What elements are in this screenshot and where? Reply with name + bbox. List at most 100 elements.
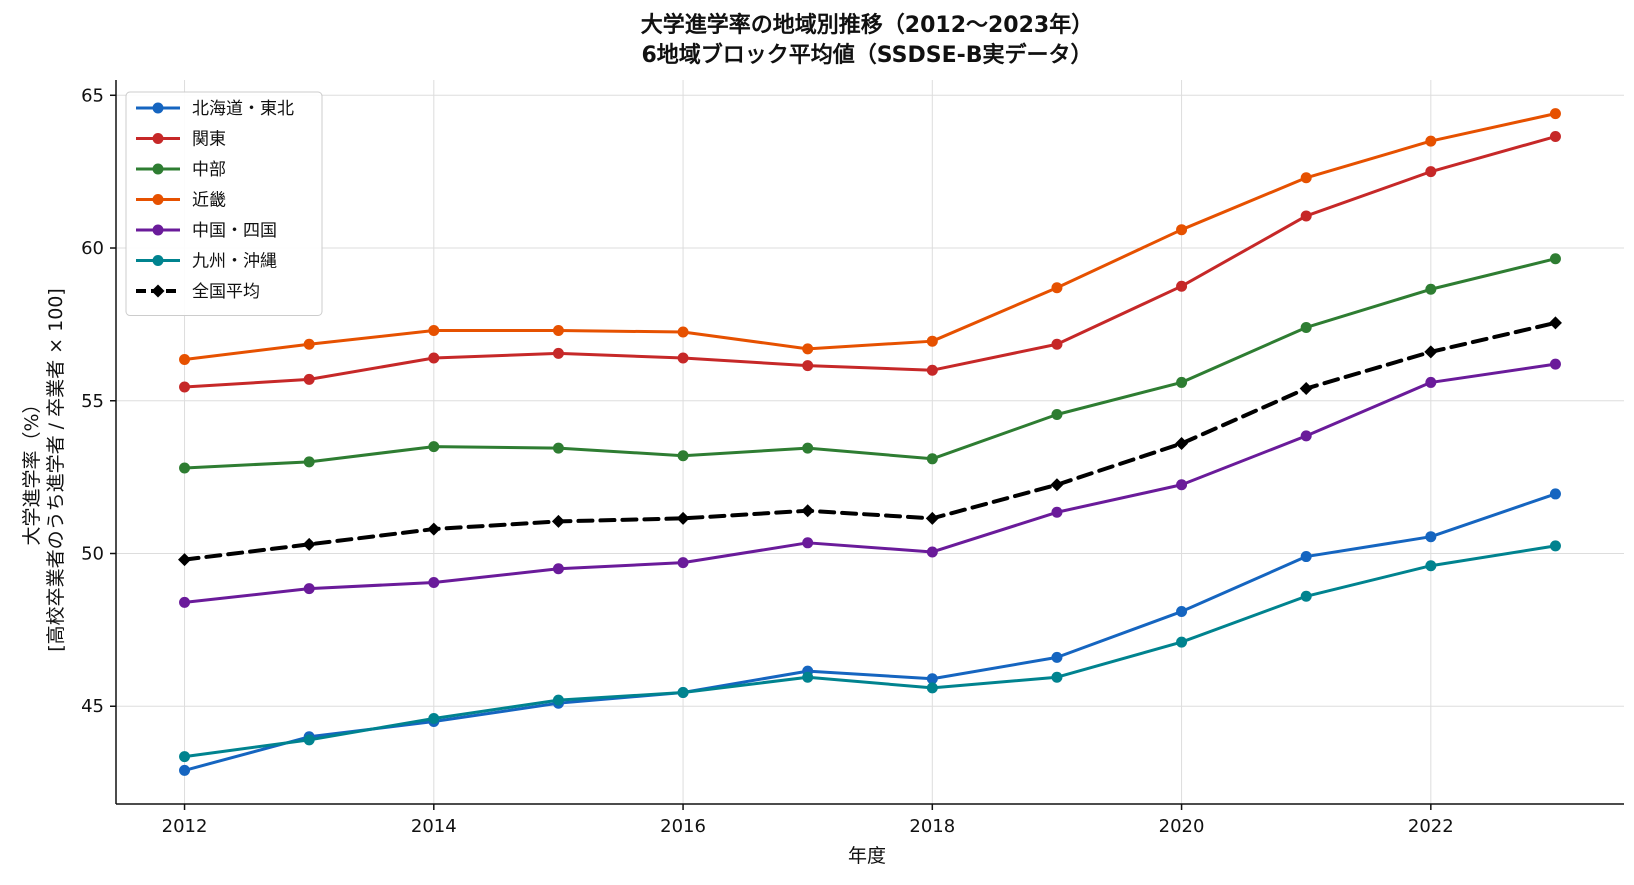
series-line bbox=[183, 544, 1557, 759]
legend-label: 全国平均 bbox=[192, 282, 260, 302]
legend-entry: 中国・四国 bbox=[136, 221, 277, 241]
data-point bbox=[802, 360, 814, 372]
data-point bbox=[1549, 108, 1561, 120]
data-point bbox=[1424, 345, 1438, 359]
x-tick-label: 2020 bbox=[1159, 816, 1205, 837]
data-point bbox=[1549, 131, 1561, 143]
y-tick-label: 45 bbox=[81, 696, 104, 717]
data-point bbox=[1051, 671, 1063, 683]
data-point bbox=[926, 335, 938, 347]
legend-swatch-marker bbox=[152, 224, 164, 236]
legend-label: 中部 bbox=[192, 160, 226, 180]
data-point bbox=[802, 343, 814, 355]
data-point bbox=[1300, 321, 1312, 333]
data-point bbox=[1549, 540, 1561, 552]
data-point bbox=[302, 537, 316, 551]
ticks: 2012 2014 2016 2018 2020 2022 45 50 55 60 65 bbox=[81, 85, 1454, 837]
data-point bbox=[1176, 479, 1188, 491]
data-point bbox=[303, 583, 315, 595]
data-point bbox=[1176, 280, 1188, 292]
data-point bbox=[179, 462, 191, 474]
legend-swatch-marker bbox=[151, 284, 165, 298]
series-line bbox=[183, 135, 1557, 389]
data-point bbox=[1051, 506, 1063, 518]
data-point bbox=[1050, 478, 1064, 492]
data-point bbox=[1300, 590, 1312, 602]
data-point bbox=[677, 326, 689, 338]
data-point bbox=[303, 456, 315, 468]
data-point bbox=[1425, 531, 1437, 543]
data-point bbox=[303, 373, 315, 385]
data-point bbox=[1051, 409, 1063, 421]
series-line bbox=[183, 257, 1557, 470]
series-6 bbox=[178, 316, 1562, 567]
data-point bbox=[552, 324, 564, 336]
legend-swatch-marker bbox=[152, 102, 164, 114]
x-axis-label: 年度 bbox=[848, 845, 886, 867]
data-point bbox=[801, 504, 815, 518]
data-point bbox=[1425, 166, 1437, 178]
x-tick-label: 2014 bbox=[411, 816, 457, 837]
data-point bbox=[1176, 376, 1188, 388]
series-group bbox=[178, 108, 1562, 776]
data-point bbox=[552, 347, 564, 359]
data-point bbox=[552, 442, 564, 454]
data-point bbox=[1176, 636, 1188, 648]
chart-subtitle: 6地域ブロック平均値（SSDSE-B実データ） bbox=[641, 42, 1092, 68]
legend-entry: 中部 bbox=[136, 160, 226, 180]
legend-swatch-marker bbox=[152, 133, 164, 144]
legend-swatch-marker bbox=[152, 194, 164, 205]
series-5 bbox=[179, 540, 1561, 763]
legend-swatch-marker bbox=[152, 163, 164, 175]
data-point bbox=[802, 442, 814, 454]
grid bbox=[116, 80, 1624, 804]
y-axis-label-line1: 大学進学率（%） bbox=[21, 394, 43, 545]
data-point bbox=[926, 546, 938, 558]
data-point bbox=[428, 441, 440, 453]
data-point bbox=[303, 338, 315, 350]
y-tick-label: 55 bbox=[81, 391, 104, 412]
legend-entry: 北海道・東北 bbox=[136, 99, 294, 119]
data-point bbox=[1176, 224, 1188, 236]
data-point bbox=[1051, 651, 1063, 663]
series-3 bbox=[179, 108, 1561, 366]
data-point bbox=[802, 671, 814, 683]
data-point bbox=[178, 553, 192, 567]
legend-label: 近畿 bbox=[192, 191, 226, 211]
data-point bbox=[551, 514, 565, 528]
y-tick-label: 50 bbox=[81, 544, 104, 565]
data-point bbox=[1549, 488, 1561, 500]
data-point bbox=[552, 563, 564, 575]
y-tick-label: 65 bbox=[81, 85, 104, 106]
x-tick-label: 2018 bbox=[909, 816, 955, 837]
legend-label: 中国・四国 bbox=[192, 221, 277, 241]
data-point bbox=[677, 352, 689, 364]
x-tick-label: 2016 bbox=[660, 816, 706, 837]
data-point bbox=[677, 557, 689, 569]
data-point bbox=[1051, 338, 1063, 350]
data-point bbox=[802, 537, 814, 549]
series-line bbox=[183, 492, 1557, 772]
x-tick-label: 2012 bbox=[162, 816, 208, 837]
series-2 bbox=[179, 253, 1561, 474]
legend-entry: 関東 bbox=[136, 130, 226, 150]
data-point bbox=[926, 453, 938, 465]
data-point bbox=[179, 596, 191, 608]
data-point bbox=[428, 577, 440, 589]
data-point bbox=[179, 764, 191, 776]
data-point bbox=[1425, 376, 1437, 388]
data-point bbox=[1051, 282, 1063, 294]
series-line bbox=[183, 112, 1557, 362]
series-line bbox=[182, 320, 1558, 562]
data-point bbox=[1549, 253, 1561, 265]
data-point bbox=[1300, 430, 1312, 442]
data-point bbox=[1300, 210, 1312, 222]
data-point bbox=[677, 450, 689, 462]
series-4 bbox=[179, 358, 1561, 608]
legend-entry: 近畿 bbox=[136, 191, 226, 211]
y-axis-label-line2: [高校卒業者のうち進学者 / 卒業者 × 100] bbox=[45, 288, 67, 652]
chart-title: 大学進学率の地域別推移（2012〜2023年） bbox=[641, 12, 1093, 38]
data-point bbox=[926, 364, 938, 376]
